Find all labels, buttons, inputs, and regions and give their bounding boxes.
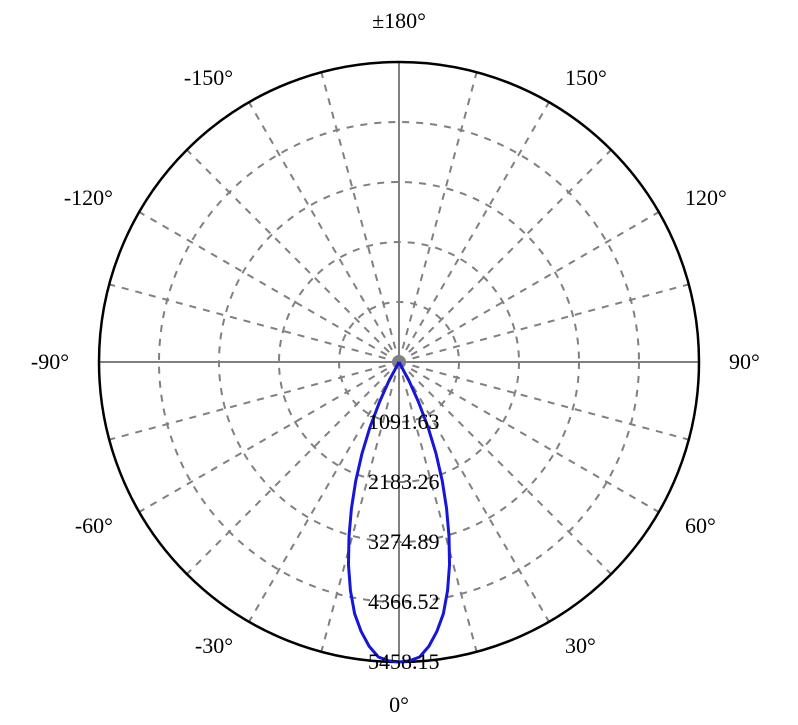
grid-spoke — [399, 102, 549, 362]
angle-label: -120° — [64, 185, 113, 210]
radial-tick-label: 5458.15 — [368, 649, 440, 674]
radial-tick-label: 1091.63 — [368, 409, 440, 434]
grid-spoke — [399, 362, 689, 440]
angle-label: 120° — [685, 185, 727, 210]
grid-spoke — [139, 362, 399, 512]
grid-spoke — [399, 212, 659, 362]
grid-spoke — [109, 362, 399, 440]
radial-labels: 1091.63 2183.26 3274.89 4366.52 5458.15 — [368, 409, 440, 674]
grid-spoke — [187, 150, 399, 362]
radial-tick-label: 2183.26 — [368, 469, 440, 494]
angle-label: ±180° — [372, 8, 426, 33]
polar-chart: 1091.63 2183.26 3274.89 4366.52 5458.15 ±180°… — [0, 0, 798, 725]
angle-label: -30° — [195, 633, 233, 658]
angle-label: -60° — [75, 513, 113, 538]
angle-label: -150° — [184, 65, 233, 90]
grid-spoke — [399, 72, 477, 362]
radial-tick-label: 3274.89 — [368, 529, 440, 554]
grid-spoke — [321, 72, 399, 362]
angle-label: -90° — [31, 349, 69, 374]
grid-spoke — [109, 284, 399, 362]
grid-spoke — [399, 284, 689, 362]
angle-label: 150° — [565, 65, 607, 90]
angle-label: 60° — [685, 513, 716, 538]
radial-tick-label: 4366.52 — [368, 589, 440, 614]
angle-label: 30° — [565, 633, 596, 658]
grid-spoke — [249, 102, 399, 362]
grid-spoke — [399, 150, 611, 362]
angle-label: 90° — [729, 349, 760, 374]
angle-label: 0° — [389, 692, 409, 717]
grid-spoke — [139, 212, 399, 362]
